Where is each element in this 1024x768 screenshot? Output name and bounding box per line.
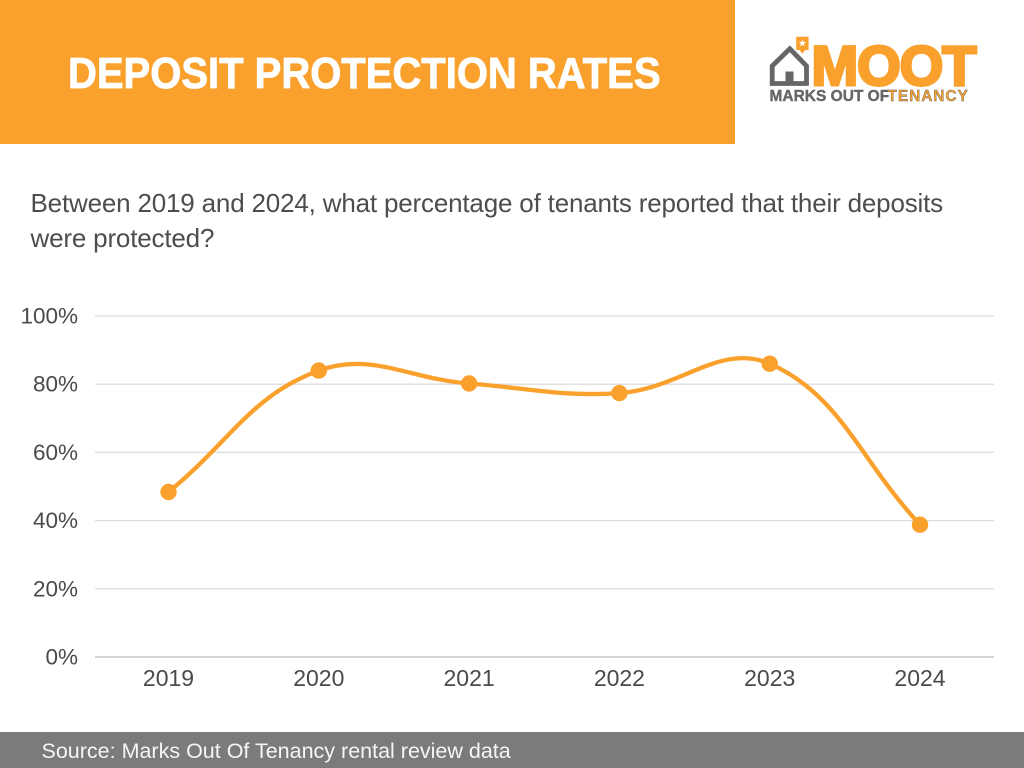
svg-text:40%: 40%: [33, 508, 78, 533]
svg-text:Between 2019 and 2024, what pe: Between 2019 and 2024, what percentage o…: [31, 188, 944, 218]
svg-text:100%: 100%: [20, 304, 78, 329]
svg-text:MOOT: MOOT: [812, 34, 977, 97]
svg-text:DEPOSIT PROTECTION RATES: DEPOSIT PROTECTION RATES: [68, 48, 660, 97]
svg-text:80%: 80%: [33, 372, 78, 397]
svg-text:0%: 0%: [45, 645, 78, 670]
svg-text:2019: 2019: [143, 665, 194, 691]
svg-text:2024: 2024: [894, 665, 945, 691]
svg-text:MARKS OUT OF TENANCY: MARKS OUT OF TENANCY: [770, 88, 969, 105]
svg-text:20%: 20%: [33, 576, 78, 601]
svg-text:2023: 2023: [744, 665, 795, 691]
svg-text:2022: 2022: [594, 665, 645, 691]
svg-text:were protected?: were protected?: [30, 223, 215, 253]
svg-text:2021: 2021: [444, 665, 495, 691]
svg-text:60%: 60%: [33, 440, 78, 465]
svg-text:Source: Marks Out Of Tenancy r: Source: Marks Out Of Tenancy rental revi…: [42, 739, 511, 763]
svg-text:2020: 2020: [293, 665, 344, 691]
